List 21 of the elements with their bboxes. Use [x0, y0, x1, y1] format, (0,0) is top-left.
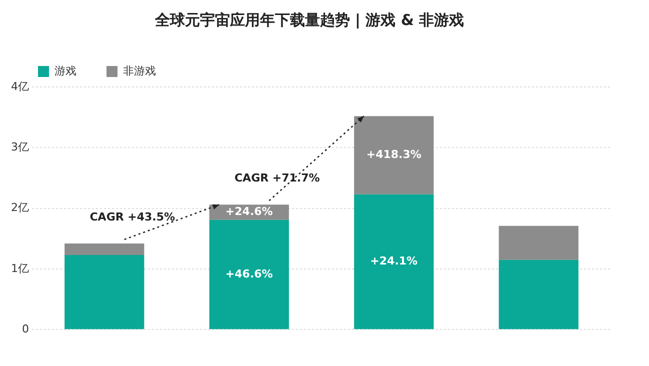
y-tick-label: 4亿	[11, 80, 29, 93]
chart-title: 全球元宇宙应用年下载量趋势 | 游戏 & 非游戏	[154, 10, 464, 29]
bar	[64, 255, 144, 330]
bar	[209, 220, 289, 330]
bar	[498, 260, 578, 330]
bar	[354, 194, 434, 330]
bar	[354, 116, 434, 194]
legend-label: 游戏	[54, 64, 76, 78]
annotation: +24.6%	[225, 205, 273, 218]
annotation: +418.3%	[366, 148, 422, 162]
bar	[498, 226, 578, 260]
y-tick-label: 1亿	[11, 262, 29, 275]
y-tick-label: 0	[22, 322, 29, 336]
annotation: CAGR +43.5%	[90, 210, 176, 224]
y-tick-label: 2亿	[11, 201, 29, 214]
annotation: CAGR +71.7%	[234, 172, 320, 185]
annotation: +46.6%	[225, 267, 273, 280]
legend-label: 非游戏	[123, 64, 156, 78]
bar	[64, 243, 144, 255]
annotation: +24.1%	[370, 254, 418, 268]
y-tick-label: 3亿	[11, 140, 29, 154]
